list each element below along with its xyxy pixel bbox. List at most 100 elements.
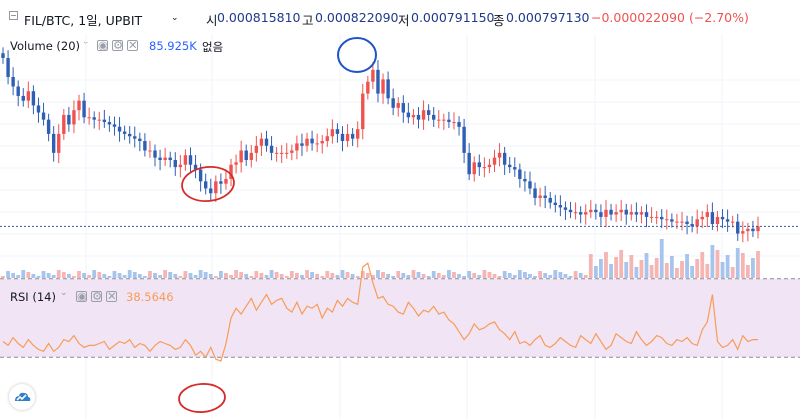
volume-bar (345, 272, 350, 278)
rsi-line (2, 262, 758, 362)
candle-body (41, 112, 46, 120)
candle-body (391, 98, 395, 108)
volume-bar (254, 271, 259, 278)
candle-body (366, 81, 370, 94)
candle-body (720, 216, 725, 220)
volume-bar (107, 276, 112, 278)
candle-body (725, 219, 730, 222)
volume-bar (310, 272, 314, 278)
volume-bar (436, 273, 441, 278)
volume-bar (163, 270, 168, 278)
candle-body (452, 122, 456, 124)
candle-body (209, 188, 213, 194)
candle-body (11, 76, 15, 87)
open-value: 0.000815810 (217, 10, 301, 25)
volume-bar (183, 271, 188, 278)
gear-icon[interactable]: ⚙ (91, 289, 103, 303)
candle-body (345, 133, 350, 142)
candle-body (523, 178, 527, 182)
volume-bar (92, 270, 97, 278)
candle-body (300, 143, 304, 146)
volume-bar (644, 253, 649, 278)
volume-bar (132, 272, 137, 278)
candle-body (6, 58, 10, 77)
candle-body (87, 117, 91, 119)
chart-header: FIL/BTC, 1일, UPBIT ⌄ 시 0.000815810 고 0.0… (0, 0, 800, 34)
volume-bar (680, 261, 684, 278)
candle-body (553, 202, 558, 206)
candle-body (138, 138, 142, 142)
candle-body (239, 150, 243, 163)
candle-body (533, 188, 537, 198)
volume-bar (46, 273, 51, 278)
volume-bar (289, 271, 294, 278)
rsi-band (0, 278, 800, 358)
rsi-indicator-name[interactable]: RSI (14) (10, 290, 56, 304)
volume-bar (664, 263, 669, 278)
volume-bar (578, 273, 583, 278)
candle-body (148, 150, 152, 152)
volume-bar (386, 274, 391, 278)
volume-bar (158, 275, 162, 278)
candle-body (710, 212, 715, 225)
volume-extra: 없음 (202, 40, 224, 54)
volume-bar (492, 274, 497, 278)
gear-icon[interactable]: ⚙ (112, 38, 124, 52)
candle-body (685, 221, 689, 225)
volume-bar (538, 271, 543, 278)
volume-bar (239, 272, 244, 278)
candle-body (690, 224, 694, 227)
volume-bar (416, 272, 421, 278)
volume-indicator-name[interactable]: Volume (20) (10, 39, 81, 53)
volume-bar (441, 275, 446, 278)
candle-body (730, 221, 735, 223)
volume-bar (279, 274, 284, 278)
volume-bar (624, 262, 629, 278)
volume-bar (300, 275, 304, 278)
candle-body (340, 133, 345, 142)
candle-body (437, 119, 441, 121)
collapse-icon[interactable] (9, 11, 18, 20)
eye-icon[interactable]: ◉ (97, 38, 109, 52)
close-icon[interactable]: ✕ (127, 38, 138, 52)
volume-bar (700, 252, 705, 278)
candle-body (46, 119, 51, 134)
candle-body (143, 141, 147, 151)
brand-logo-icon[interactable] (9, 384, 35, 410)
candle-body (528, 181, 532, 189)
candle-body (249, 152, 253, 160)
chevron-down-icon[interactable]: ⌄ (60, 288, 68, 298)
volume-bar (735, 248, 740, 278)
symbol-label[interactable]: FIL/BTC, 1일, UPBIT (24, 13, 143, 28)
eye-icon[interactable]: ◉ (76, 289, 88, 303)
candle-body (72, 110, 76, 125)
volume-bar (675, 268, 679, 278)
candle-body (21, 95, 25, 101)
low-label: 저 (398, 13, 410, 28)
close-icon[interactable]: ✕ (106, 289, 117, 303)
volume-bar (249, 276, 254, 278)
chevron-down-icon[interactable]: ⌄ (171, 13, 179, 23)
candle-body (715, 216, 720, 225)
volume-bar (614, 257, 619, 278)
volume-bar (330, 273, 335, 278)
candle-body (467, 152, 471, 175)
candle-body (62, 114, 66, 134)
candle-body (290, 150, 294, 153)
volume-bar (751, 258, 755, 278)
candle-body (741, 231, 745, 234)
candle-body (198, 169, 203, 182)
volume-bar (224, 273, 228, 278)
volume-bar (274, 272, 279, 278)
candle-body (122, 131, 127, 134)
candle-body (700, 216, 704, 220)
volume-bar (168, 272, 173, 278)
candle-body (654, 216, 659, 218)
candle-body (77, 100, 81, 111)
volume-bar (710, 245, 715, 278)
candle-body (92, 117, 96, 120)
volume-bar (31, 274, 36, 278)
high-label: 고 (302, 13, 314, 28)
candle-body (508, 164, 512, 168)
